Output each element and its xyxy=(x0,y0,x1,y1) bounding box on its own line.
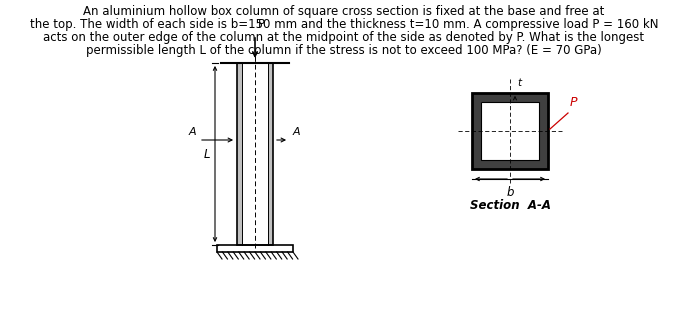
Bar xyxy=(472,93,548,102)
Text: A: A xyxy=(293,127,300,137)
Text: P: P xyxy=(570,96,577,109)
Bar xyxy=(472,93,481,169)
Text: b: b xyxy=(506,186,514,199)
Bar xyxy=(237,63,242,245)
Text: acts on the outer edge of the column at the midpoint of the side as denoted by P: acts on the outer edge of the column at … xyxy=(43,31,645,44)
Text: the top. The width of each side is b=150 mm and the thickness t=10 mm. A compres: the top. The width of each side is b=150… xyxy=(30,18,658,31)
Text: Section  A-A: Section A-A xyxy=(469,199,551,212)
Bar xyxy=(472,93,548,169)
Bar xyxy=(217,245,293,252)
Text: An aluminium hollow box column of square cross section is fixed at the base and : An aluminium hollow box column of square… xyxy=(83,5,605,18)
Bar xyxy=(268,63,273,245)
Text: t: t xyxy=(517,78,521,88)
Bar xyxy=(539,93,548,169)
Bar xyxy=(472,93,548,169)
Bar xyxy=(237,63,273,245)
Text: L: L xyxy=(203,147,210,161)
Bar xyxy=(237,63,273,245)
Text: A: A xyxy=(188,127,196,137)
Bar xyxy=(481,102,539,160)
Bar xyxy=(472,160,548,169)
Bar xyxy=(481,102,539,160)
Text: P: P xyxy=(258,18,265,31)
Text: permissible length L of the column if the stress is not to exceed 100 MPa? (E = : permissible length L of the column if th… xyxy=(86,44,602,57)
